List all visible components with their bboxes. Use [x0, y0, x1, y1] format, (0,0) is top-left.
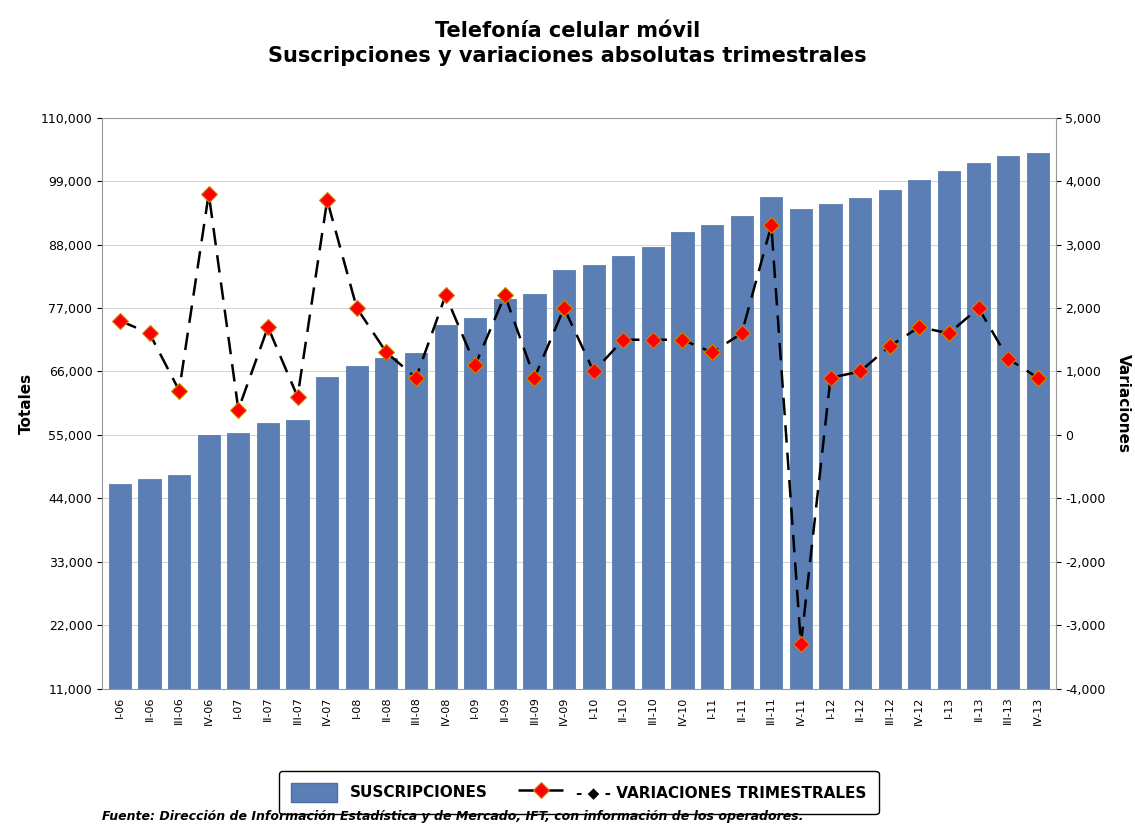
Bar — [672, 233, 693, 689]
Bar — [346, 365, 368, 689]
Y-axis label: Totales: Totales — [19, 373, 34, 433]
Bar — [435, 325, 456, 689]
Bar — [760, 197, 782, 689]
Bar — [286, 420, 309, 689]
Bar — [612, 256, 634, 689]
Y-axis label: Variaciones: Variaciones — [1116, 354, 1130, 453]
Bar — [316, 377, 338, 689]
Text: Suscripciones y variaciones absolutas trimestrales: Suscripciones y variaciones absolutas tr… — [268, 46, 867, 66]
Bar — [997, 156, 1019, 689]
Bar — [494, 299, 516, 689]
Bar — [878, 191, 901, 689]
Bar — [405, 353, 427, 689]
Text: Fuente: Dirección de Información Estadística y de Mercado, IFT, con información : Fuente: Dirección de Información Estadís… — [102, 811, 804, 823]
Bar — [168, 475, 191, 689]
Bar — [1027, 154, 1049, 689]
Bar — [109, 484, 131, 689]
Bar — [138, 480, 161, 689]
Bar — [967, 163, 990, 689]
Bar — [553, 270, 575, 689]
Text: Telefonía celular móvil: Telefonía celular móvil — [435, 21, 700, 41]
Bar — [819, 204, 842, 689]
Bar — [227, 433, 250, 689]
Bar — [257, 423, 279, 689]
Bar — [376, 358, 397, 689]
Bar — [701, 225, 723, 689]
Bar — [790, 209, 812, 689]
Bar — [523, 294, 546, 689]
Bar — [908, 180, 931, 689]
Bar — [849, 198, 872, 689]
Bar — [938, 171, 960, 689]
Legend: SUSCRIPCIONES, - ◆ - VARIACIONES TRIMESTRALES: SUSCRIPCIONES, - ◆ - VARIACIONES TRIMEST… — [279, 770, 878, 814]
Bar — [464, 318, 486, 689]
Bar — [731, 216, 753, 689]
Bar — [197, 435, 220, 689]
Bar — [641, 248, 664, 689]
Bar — [582, 265, 605, 689]
